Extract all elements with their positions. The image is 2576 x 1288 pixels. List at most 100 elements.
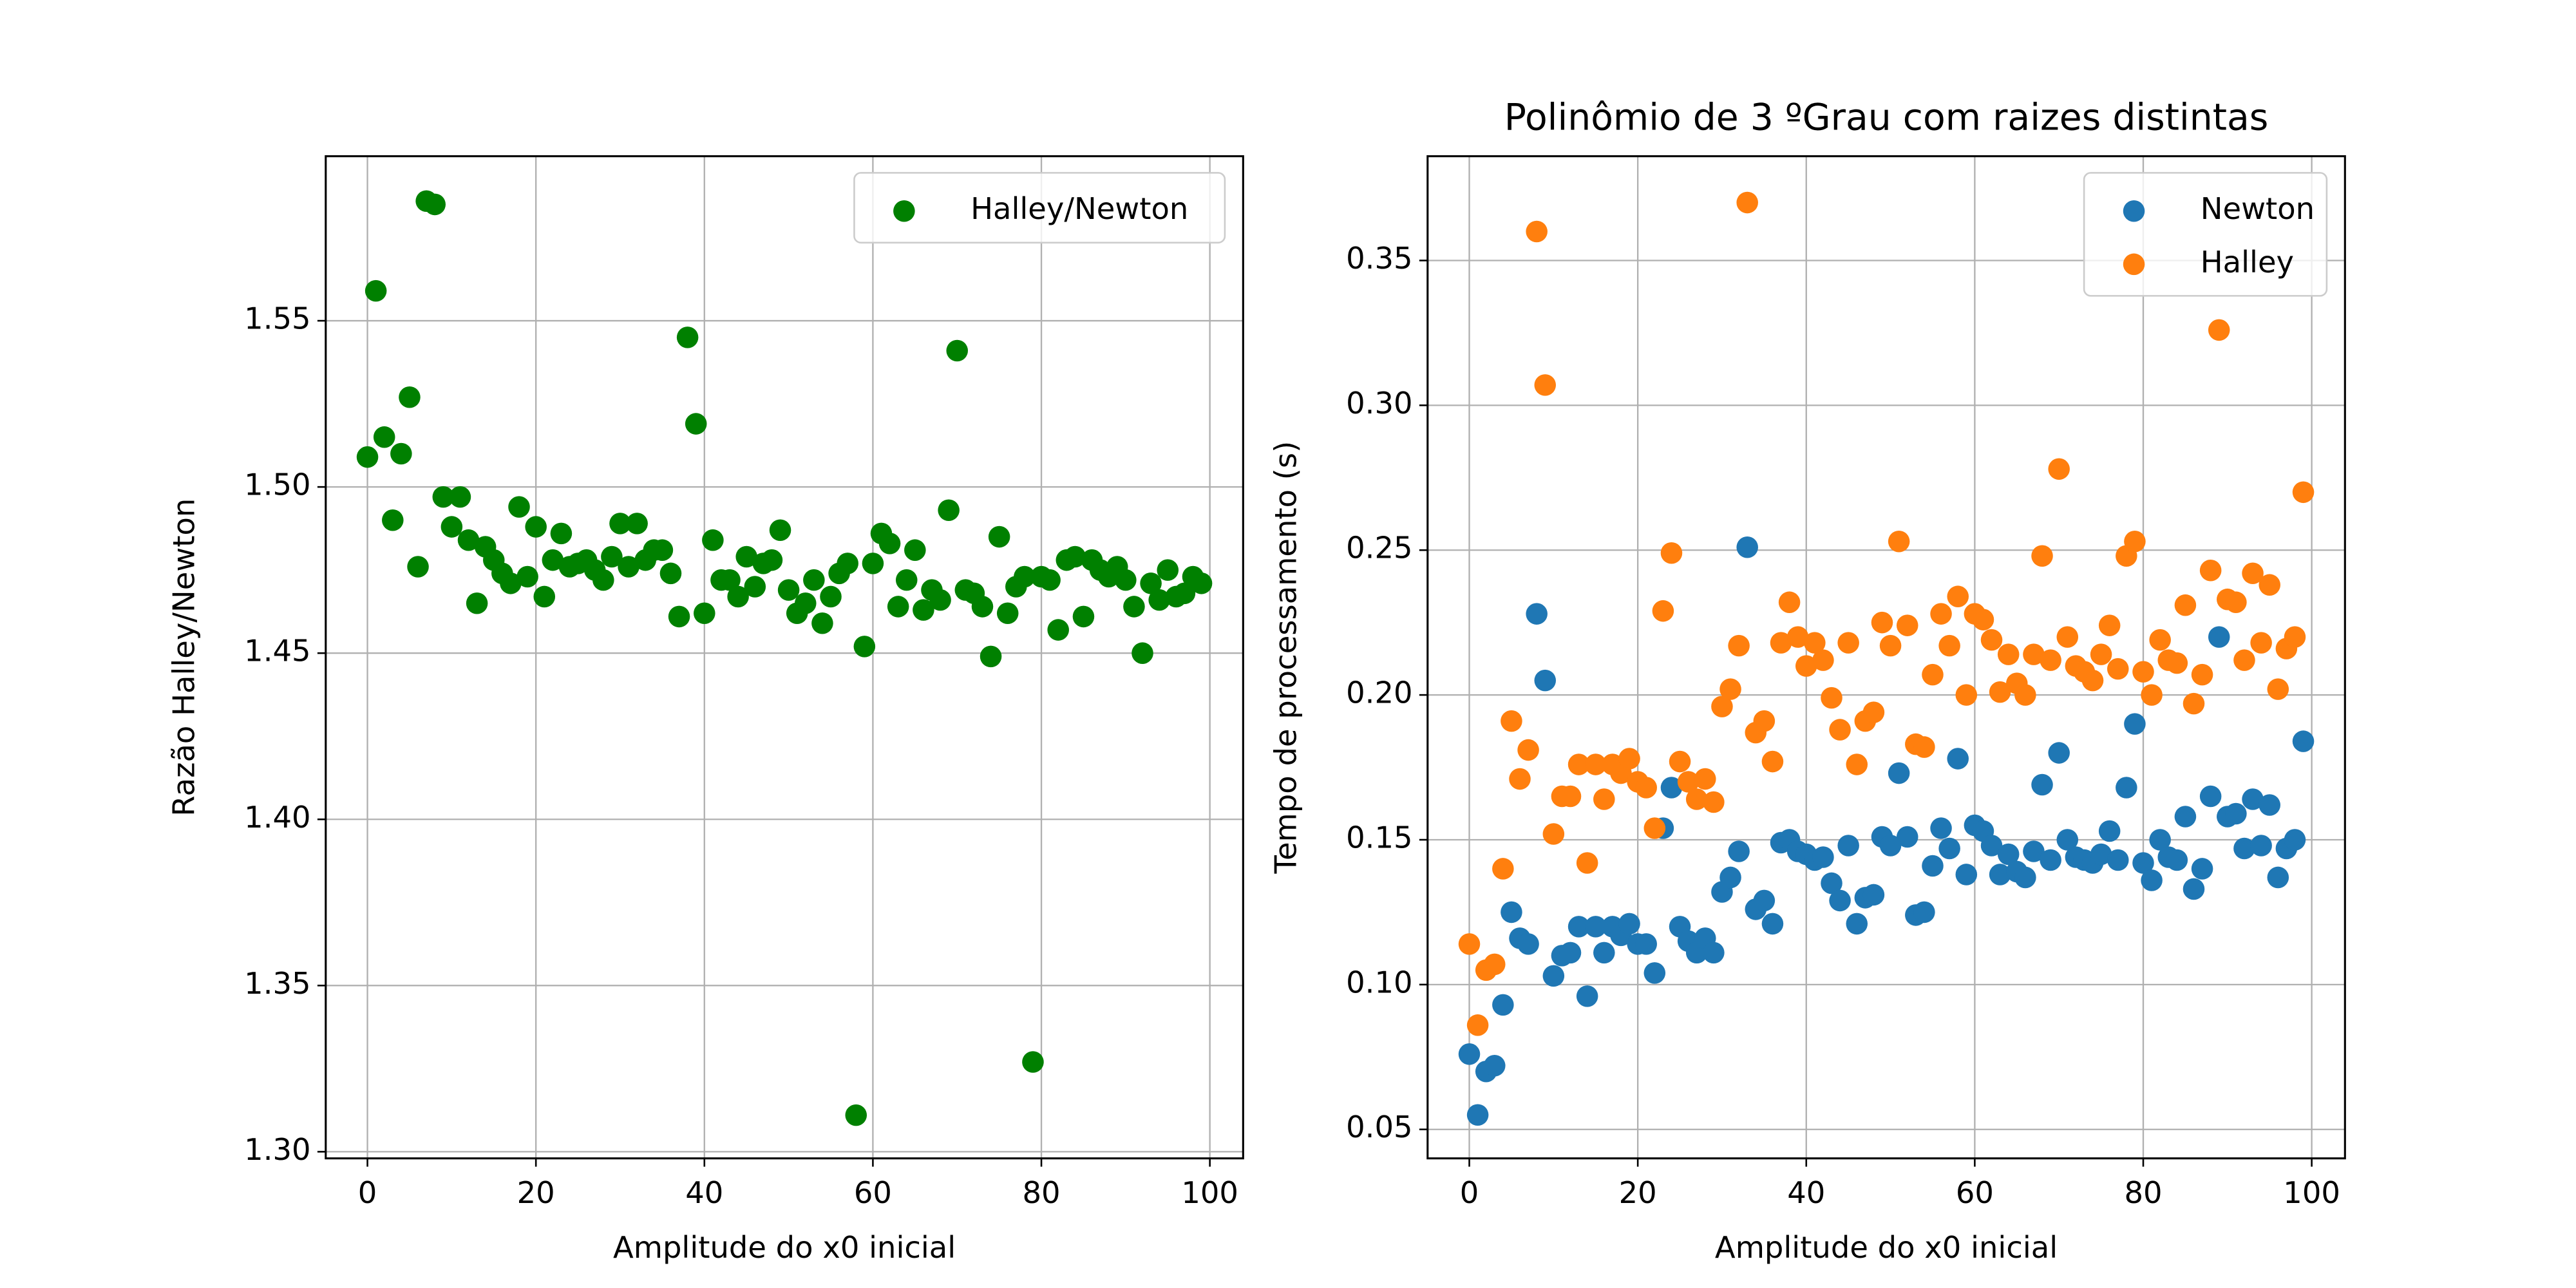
- scatter-point: [1047, 619, 1069, 641]
- scatter-point: [440, 516, 463, 538]
- scatter-point: [1542, 965, 1565, 987]
- scatter-point: [1778, 591, 1801, 613]
- scatter-point: [1559, 942, 1582, 964]
- scatter-point: [2225, 802, 2247, 825]
- scatter-point: [2267, 866, 2289, 889]
- scatter-point: [1896, 826, 1918, 848]
- scatter-point: [1930, 603, 1952, 625]
- scatter-point: [2242, 562, 2264, 584]
- legend-label: Halley/Newton: [971, 191, 1188, 226]
- scatter-point: [1618, 748, 1640, 770]
- scatter-point: [862, 553, 884, 574]
- scatter-point: [626, 513, 648, 535]
- scatter-point: [466, 592, 488, 614]
- scatter-point: [1888, 530, 1910, 553]
- scatter-point: [1618, 913, 1640, 935]
- scatter-point: [811, 612, 833, 634]
- chart-title: Polinômio de 3 ºGrau com raizes distinta…: [1504, 96, 2269, 138]
- scatter-point: [1014, 565, 1036, 588]
- scatter-point: [845, 1104, 867, 1126]
- y-tick-label: 0.25: [1346, 531, 1412, 565]
- scatter-point: [2048, 742, 2070, 764]
- scatter-point: [542, 549, 564, 571]
- scatter-point: [1483, 1055, 1506, 1077]
- scatter-point: [1635, 933, 1657, 955]
- scatter-point: [1728, 840, 1750, 862]
- scatter-point: [1947, 585, 1969, 607]
- scatter-point: [2166, 652, 2188, 674]
- scatter-point: [1635, 777, 1657, 799]
- scatter-point: [399, 386, 421, 408]
- scatter-point: [1703, 791, 1725, 813]
- scatter-point: [533, 585, 556, 608]
- scatter-point: [1567, 753, 1590, 775]
- scatter-point: [878, 533, 901, 554]
- x-tick-label: 100: [2283, 1175, 2340, 1210]
- scatter-point: [1879, 634, 1902, 657]
- scatter-point: [618, 556, 639, 578]
- scatter-point: [1466, 1014, 1489, 1036]
- legend: Newton Halley: [2083, 172, 2328, 297]
- legend-label: Halley: [2201, 245, 2294, 279]
- subplot: 0 20 40 60 80 100 0.05 0.10 0.15 0.20 0.25 0.30 0.35…: [1269, 96, 2346, 1265]
- scatter-point: [2124, 530, 2146, 553]
- scatter-point: [1567, 916, 1590, 938]
- legend-marker: [893, 200, 915, 222]
- scatter-point: [2250, 835, 2272, 857]
- y-tick-label: 1.50: [244, 468, 310, 502]
- scatter-point: [1492, 994, 1514, 1016]
- scatter-point: [2132, 852, 2154, 874]
- scatter-point: [1753, 889, 1776, 912]
- scatter-point: [1039, 569, 1061, 591]
- scatter-point: [1846, 753, 1868, 775]
- y-tick-label: 0.05: [1346, 1110, 1412, 1144]
- scatter-point: [1871, 611, 1893, 634]
- scatter-point: [1576, 985, 1598, 1007]
- scatter-point: [2191, 858, 2213, 880]
- scatter-point: [1458, 933, 1481, 955]
- scatter-point: [1972, 609, 1994, 630]
- x-axis-label: Amplitude do x0 inicial: [613, 1230, 956, 1265]
- scatter-point: [2116, 777, 2137, 799]
- y-tick-label: 0.30: [1346, 386, 1412, 421]
- scatter-point: [1173, 582, 1196, 605]
- scatter-point: [2107, 658, 2129, 680]
- scatter-point: [2292, 481, 2315, 504]
- scatter-point: [668, 605, 690, 628]
- scatter-point: [1862, 884, 1885, 906]
- x-tick-label: 80: [2124, 1175, 2162, 1210]
- scatter-point: [2191, 663, 2213, 686]
- x-axis-label: Amplitude do x0 inicial: [1715, 1230, 2058, 1265]
- scatter-point: [1542, 823, 1565, 845]
- scatter-point: [1761, 750, 1784, 773]
- scatter-point: [2081, 669, 2104, 692]
- scatter-point: [1526, 603, 1548, 625]
- scatter-point: [1703, 942, 1725, 964]
- scatter-point: [904, 539, 926, 561]
- legend-frame: [2083, 172, 2328, 297]
- scatter-point: [1501, 901, 1522, 923]
- scatter-point: [971, 596, 994, 618]
- scatter-point: [1584, 753, 1607, 775]
- scatter-point: [659, 562, 682, 585]
- scatter-point: [996, 602, 1019, 625]
- scatter-point: [2040, 849, 2061, 871]
- scatter-point: [1761, 913, 1784, 935]
- axes-frame: [1426, 155, 2346, 1160]
- scatter-point: [457, 529, 480, 551]
- scatter-point: [1022, 1051, 1044, 1073]
- scatter-point: [1483, 953, 1506, 976]
- y-tick-label: 1.35: [244, 966, 310, 1001]
- scatter-point: [1190, 573, 1213, 594]
- scatter-point: [2098, 614, 2121, 636]
- scatter-point: [2056, 829, 2079, 851]
- scatter-point: [1879, 835, 1902, 857]
- scatter-point: [2267, 678, 2289, 700]
- scatter-point: [1736, 191, 1758, 214]
- scatter-point: [373, 426, 395, 448]
- scatter-point: [1694, 768, 1716, 790]
- scatter-point: [1913, 901, 1935, 923]
- scatter-point: [853, 636, 876, 658]
- scatter-point: [1786, 626, 1809, 648]
- scatter-point: [2208, 626, 2230, 648]
